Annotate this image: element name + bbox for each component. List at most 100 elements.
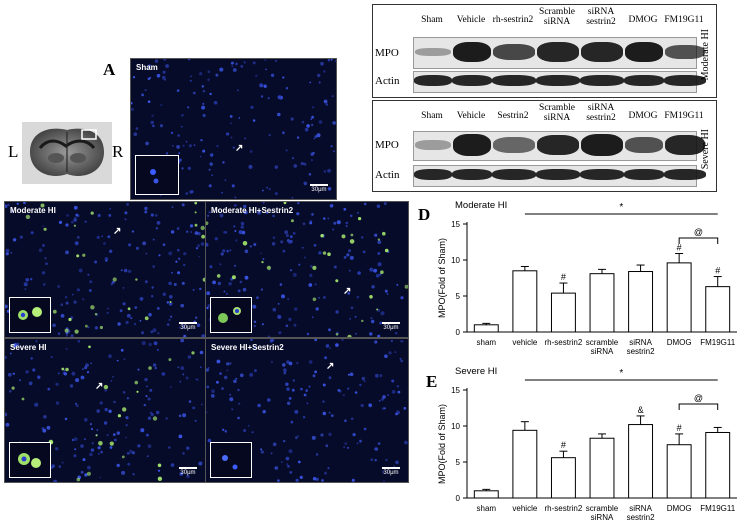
bar-mark: # — [715, 266, 720, 276]
micrograph-inset — [210, 442, 252, 478]
y-tick-label: 0 — [456, 328, 461, 337]
bar-mark: & — [638, 405, 644, 415]
chart-title: Severe HI — [455, 366, 497, 377]
bar — [666, 262, 692, 333]
blot-band-actin — [664, 169, 706, 180]
brain-right-label: R — [112, 142, 124, 161]
western-blot-severe: Sham Vehicle Sestrin2 Scramble siRNA siRNA s… — [372, 100, 717, 192]
blot-band-mpo — [453, 134, 491, 156]
x-tick-label: siRNA — [629, 504, 652, 513]
micrograph-sham: Sham ↗ 30μm — [130, 58, 337, 200]
blot-band-mpo — [581, 134, 623, 156]
blot-band-actin — [492, 169, 536, 180]
panel-d-letter: D — [418, 205, 431, 224]
blot-band-mpo — [665, 45, 705, 59]
blot-lane-label: Sham — [421, 15, 443, 25]
arrow-icon: ↗ — [95, 381, 104, 392]
x-tick-label: sham — [477, 504, 497, 513]
x-tick-label: DMOG — [667, 504, 692, 513]
bar — [550, 457, 576, 499]
micrograph-inset — [9, 442, 51, 478]
y-tick-label: 0 — [456, 494, 461, 503]
micrograph-inset — [9, 297, 51, 333]
brain-slice-figure: L R — [0, 112, 128, 192]
scale-bar: 30μm — [382, 322, 400, 331]
blot-lane-label: FM19G11 — [664, 15, 704, 25]
western-blot-moderate: Sham Vehicle rh-sestrin2 Scramble siRNA siRN… — [372, 4, 717, 98]
panel-a-letter: A — [103, 60, 116, 79]
x-tick-label: vehicle — [512, 338, 537, 347]
blot-band-mpo — [493, 137, 535, 153]
brain-left-label: L — [8, 142, 19, 161]
x-tick-label: siRNA — [591, 347, 614, 356]
bar — [666, 444, 692, 499]
x-tick-label: siRNA — [629, 338, 652, 347]
bar — [705, 286, 731, 333]
arrow-icon: ↗ — [235, 143, 244, 154]
blot-band-actin — [580, 75, 624, 86]
blot-band-actin — [664, 75, 706, 86]
blot-band-mpo — [581, 42, 623, 62]
bar-chart-severe-hi: 0 5 10 15 MPO(Fold of Sham) Severe HI * @ sham ve… — [437, 366, 737, 522]
blot-band-actin — [536, 75, 580, 86]
x-tick-label: sestrin2 — [627, 513, 656, 522]
bar — [473, 490, 499, 499]
scale-bar: 30μm — [179, 322, 197, 331]
significance-at: @ — [694, 227, 703, 237]
y-tick-label: 5 — [456, 292, 461, 301]
blot-lane-label: Vehicle — [456, 15, 486, 25]
blot-band-mpo — [415, 48, 451, 56]
blot-band-actin — [492, 75, 536, 86]
blot-band-actin — [536, 169, 580, 180]
blot-row-label-mpo: MPO — [375, 47, 399, 59]
scale-bar: 30μm — [382, 467, 400, 476]
y-tick-label: 15 — [451, 386, 460, 395]
y-tick-label: 10 — [451, 422, 460, 431]
x-tick-label: scramble — [586, 504, 619, 513]
x-tick-label: sestrin2 — [627, 347, 656, 356]
x-tick-label: vehicle — [512, 504, 537, 513]
blot-lane-label: Sestrin2 — [497, 111, 529, 121]
brain-slice-image — [22, 122, 112, 184]
micrograph-sham-nuclei — [131, 59, 336, 199]
blot-lane-label: FM19G11 — [664, 111, 704, 121]
arrow-icon: ↗ — [326, 361, 335, 372]
chart-title: Moderate HI — [455, 200, 507, 211]
x-tick-label: FM19G11 — [700, 338, 736, 347]
x-tick-label: siRNA — [591, 513, 614, 522]
significance-bracket — [678, 403, 719, 410]
bar — [512, 429, 538, 499]
y-axis-label: MPO(Fold of Sham) — [437, 404, 447, 484]
blot-band-actin — [452, 169, 492, 180]
bar-mark: # — [677, 243, 682, 253]
bar — [628, 271, 654, 333]
blot-band-actin — [624, 169, 664, 180]
blot-lane-label: Vehicle — [456, 111, 486, 121]
y-tick-label: 15 — [451, 220, 460, 229]
blot-lane-label: Sham — [421, 111, 443, 121]
micrograph-label: Moderate HI+Sestrin2 — [211, 206, 294, 215]
micrograph-label: Severe HI — [10, 343, 47, 352]
x-tick-label: scramble — [586, 338, 619, 347]
arrow-icon: ↗ — [343, 286, 352, 297]
significance-at: @ — [694, 393, 703, 403]
blot-side-label: Severe HI — [700, 129, 711, 170]
blot-band-mpo — [625, 42, 663, 62]
blot-band-actin — [414, 75, 452, 86]
bar-mark: # — [561, 440, 566, 450]
bar — [550, 292, 576, 333]
bar-mark: # — [561, 272, 566, 282]
blot-lane-label: siRNA sestrin2 — [586, 7, 616, 27]
arrow-icon: ↗ — [113, 226, 122, 237]
micrograph-inset — [135, 155, 179, 195]
x-tick-label: FM19G11 — [700, 504, 736, 513]
x-tick-label: sham — [477, 338, 497, 347]
micrograph-label: Moderate HI — [10, 206, 56, 215]
blot-row-label-mpo: MPO — [375, 139, 399, 151]
significance-star: * — [619, 202, 623, 213]
micrograph-inset — [210, 297, 252, 333]
blot-band-actin — [624, 75, 664, 86]
x-tick-label: rh-sestrin2 — [545, 504, 583, 513]
blot-row-label-actin: Actin — [375, 169, 400, 181]
y-axis-label: MPO(Fold of Sham) — [437, 238, 447, 318]
